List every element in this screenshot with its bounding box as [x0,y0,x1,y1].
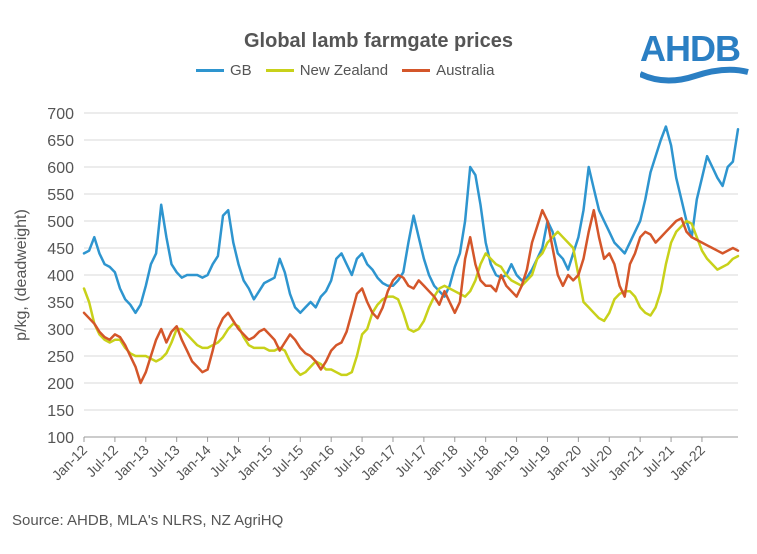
x-tick-label: Jan-17 [358,442,400,484]
legend-swatch [196,69,224,72]
x-tick-label: Jan-12 [49,442,91,484]
legend-swatch [265,69,294,72]
x-tick-label: Jan-16 [296,442,338,484]
ahdb-logo: AHDB [640,28,750,90]
y-tick-label: 100 [47,430,74,447]
series-line-australia [82,208,740,385]
logo-wave-icon [640,66,749,84]
chart-title: Global lamb farmgate prices [244,30,513,52]
source-note: Source: AHDB, MLA's NLRS, NZ AgriHQ [12,512,284,529]
y-tick-label: 600 [47,160,74,177]
y-tick-label: 550 [47,187,74,204]
y-tick-label: 650 [47,133,74,150]
x-tick-label: Jan-13 [110,442,152,484]
y-axis-label: p/kg, (deadweight) [13,209,30,341]
x-tick-label: Jan-15 [234,442,276,484]
y-tick-label: 700 [47,106,74,123]
y-tick-label: 400 [47,268,74,285]
x-tick-label: Jan-21 [605,442,647,484]
legend-item-australia: Australia [402,62,494,79]
legend-swatch [402,69,431,72]
chart-legend: GB New Zealand Australia [196,62,508,79]
x-tick-label: Jan-22 [666,442,708,484]
legend-label: GB [230,62,252,79]
x-tick-label: Jan-14 [172,442,214,484]
x-tick-label: Jan-19 [481,442,523,484]
ahdb-logo-text: AHDB [640,28,741,69]
y-tick-label: 300 [47,322,74,339]
y-tick-label: 250 [47,349,74,366]
y-tick-label: 200 [47,376,74,393]
y-tick-label: 450 [47,241,74,258]
series-line-gb [82,125,740,315]
x-tick-label: Jan-20 [543,442,585,484]
y-tick-label: 150 [47,403,74,420]
series-line-new-zealand [82,219,740,377]
legend-label: Australia [436,62,495,79]
legend-item-new-zealand: New Zealand [265,62,389,79]
y-tick-label: 350 [47,295,74,312]
x-tick-label: Jan-18 [419,442,461,484]
y-tick-label: 500 [47,214,74,231]
legend-label: New Zealand [299,62,389,79]
legend-item-gb: GB [196,62,252,79]
